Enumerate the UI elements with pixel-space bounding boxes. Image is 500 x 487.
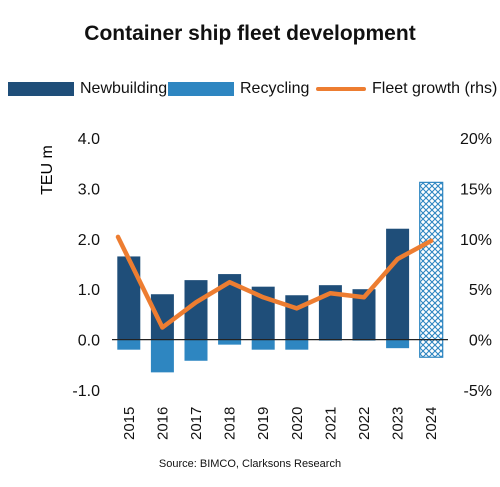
y-tick-label: 4.0 xyxy=(78,131,100,148)
legend-item-fleet-growth: Fleet growth (rhs) xyxy=(316,80,497,98)
x-tick-label: 2018 xyxy=(222,407,239,440)
legend-item-newbuilding: Newbuilding xyxy=(8,80,167,98)
x-tick-label: 2016 xyxy=(154,407,171,440)
legend-label-recycling: Recycling xyxy=(240,80,310,97)
point-fleet-growth-2019 xyxy=(261,295,265,299)
y-tick-label: 3.0 xyxy=(78,181,100,198)
y2-tick-label: 10% xyxy=(460,232,492,249)
point-fleet-growth-2024 xyxy=(429,239,433,243)
x-tick-label: 2022 xyxy=(356,407,373,440)
bar-newbuilding-2023 xyxy=(386,228,410,340)
bar-recycling-2016 xyxy=(150,339,174,373)
x-tick-label: 2024 xyxy=(423,407,440,440)
point-fleet-growth-2015 xyxy=(127,257,131,261)
x-tick-label: 2020 xyxy=(289,407,306,440)
y2-tick-label: 20% xyxy=(460,131,492,148)
y-tick-label: 2.0 xyxy=(78,232,100,249)
y-tick-label: -1.0 xyxy=(72,383,100,400)
bar-newbuilding-2022 xyxy=(352,289,376,340)
chart-title: Container ship fleet development xyxy=(84,22,416,45)
legend-swatch-recycling xyxy=(168,82,234,96)
legend-label-fleet-growth: Fleet growth (rhs) xyxy=(372,80,498,97)
source-note: Source: BIMCO, Clarksons Research xyxy=(158,458,342,470)
x-tick-label: 2021 xyxy=(322,407,339,440)
x-tick-label: 2015 xyxy=(121,407,138,440)
y-tick-label: 1.0 xyxy=(78,282,100,299)
x-tick-label: 2017 xyxy=(188,407,205,440)
x-tick-label: 2019 xyxy=(255,407,272,440)
bar-recycling-2018 xyxy=(218,339,242,345)
point-fleet-growth-2017 xyxy=(194,300,198,304)
bar-recycling-2017 xyxy=(184,339,208,361)
y2-tick-label: 0% xyxy=(469,333,492,350)
point-fleet-growth-2016 xyxy=(160,326,164,330)
bar-newbuilding-2024 xyxy=(419,181,444,341)
bar-newbuilding-2020 xyxy=(285,295,309,340)
bar-newbuilding-2018 xyxy=(218,274,242,340)
point-fleet-growth-2021 xyxy=(328,291,332,295)
point-fleet-growth-2023 xyxy=(396,257,400,261)
legend-label-newbuilding: Newbuilding xyxy=(80,80,168,97)
bar-newbuilding-2017 xyxy=(184,280,208,340)
bar-newbuilding-2015 xyxy=(117,256,141,340)
legend-item-recycling: Recycling xyxy=(168,80,309,98)
y2-tick-label: 5% xyxy=(469,282,492,299)
bar-recycling-2023 xyxy=(386,339,410,349)
y2-tick-label: -5% xyxy=(464,383,492,400)
bar-recycling-2020 xyxy=(285,339,309,350)
point-fleet-growth-2018 xyxy=(228,280,232,284)
bar-newbuilding-2016 xyxy=(150,294,174,340)
legend-line-fleet-growth xyxy=(316,87,366,91)
x-tick-label: 2023 xyxy=(390,407,407,440)
bar-newbuilding-2021 xyxy=(318,285,342,340)
point-fleet-growth-2022 xyxy=(362,295,366,299)
y-tick-label: 0.0 xyxy=(78,333,100,350)
chart-legend: Newbuilding Recycling Fleet growth (rhs) xyxy=(8,80,500,104)
bar-recycling-2015 xyxy=(117,339,141,350)
bar-recycling-2024 xyxy=(419,339,444,358)
y-axis-label: TEU m xyxy=(39,145,56,195)
point-fleet-growth-2020 xyxy=(295,306,299,310)
legend-swatch-newbuilding xyxy=(8,82,74,96)
bar-recycling-2019 xyxy=(251,339,275,350)
y2-tick-label: 15% xyxy=(460,181,492,198)
